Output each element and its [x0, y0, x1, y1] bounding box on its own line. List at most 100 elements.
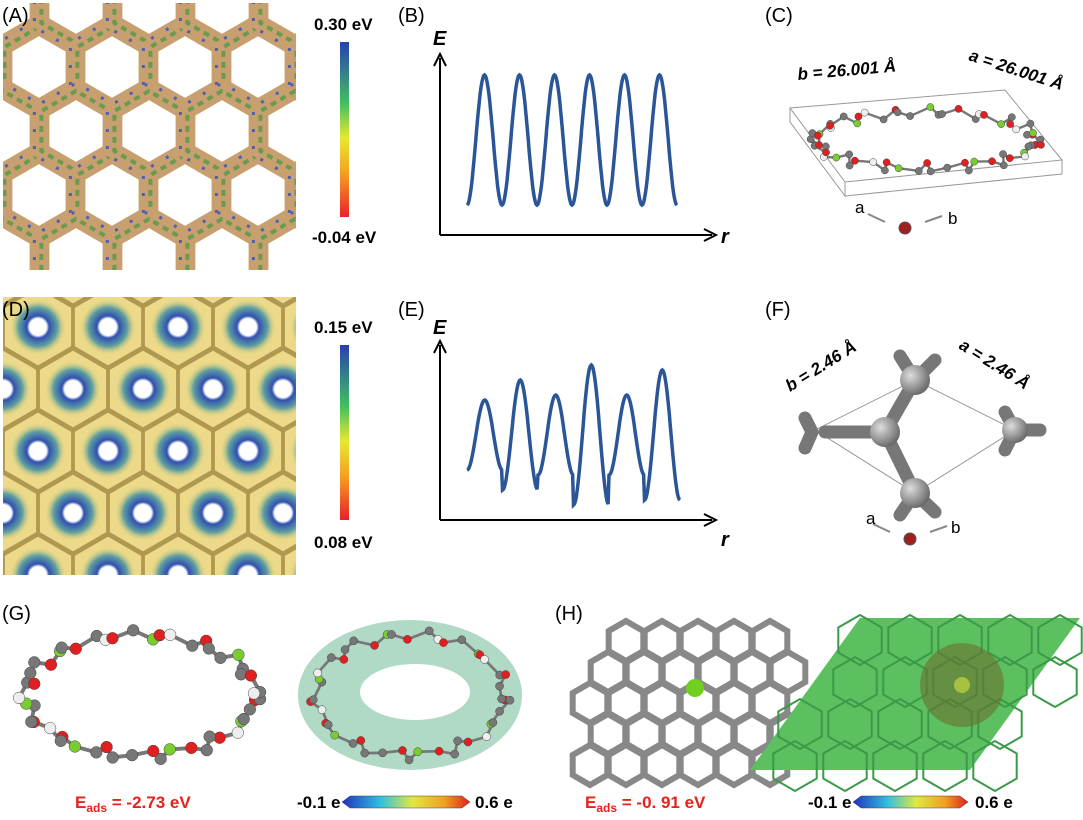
atom — [370, 641, 379, 650]
atom — [954, 105, 963, 113]
atom — [495, 681, 504, 691]
adsorption-energy: Eads = -2.73 eV — [75, 793, 191, 815]
atom — [28, 677, 41, 690]
atom — [1007, 113, 1016, 122]
atom — [1021, 152, 1029, 161]
atom — [127, 624, 140, 637]
bond — [178, 597, 247, 677]
hollow-site — [45, 361, 101, 417]
density-ring — [837, 613, 883, 667]
atom — [186, 639, 199, 652]
density-ring — [922, 739, 968, 793]
atom — [403, 635, 412, 644]
framework-map — [0, 3, 296, 270]
bond — [56, 297, 90, 307]
hollow-site — [255, 609, 311, 665]
atom — [154, 752, 167, 765]
carbon-ring — [605, 617, 647, 665]
density-ring — [1032, 655, 1078, 709]
panel-label: (H) — [555, 603, 583, 625]
molecule — [12, 624, 267, 765]
atom — [398, 746, 407, 755]
hollow-site — [185, 485, 241, 541]
hollow-site — [150, 299, 206, 355]
density-ring — [772, 739, 818, 793]
atom — [434, 746, 444, 756]
cavity — [360, 664, 470, 720]
energy-curve — [466, 362, 682, 510]
x-axis-label: r — [721, 529, 730, 551]
hollow-site — [255, 361, 296, 417]
molecule — [806, 103, 1045, 176]
atom — [845, 150, 854, 159]
hollow-site — [150, 547, 206, 575]
scale-max: 0.30 eV — [314, 15, 373, 34]
atom — [327, 653, 336, 662]
bond — [266, 297, 296, 307]
atom — [404, 755, 414, 765]
atom — [488, 718, 498, 727]
atom — [163, 743, 176, 756]
atom — [24, 666, 37, 680]
panel-label: (A) — [2, 5, 29, 27]
bond — [248, 597, 317, 677]
charge-density — [750, 618, 1080, 770]
atom — [463, 737, 473, 747]
pore-wall — [3, 39, 9, 95]
atom — [232, 648, 245, 661]
atom — [90, 746, 103, 759]
bond — [246, 347, 296, 431]
atom — [964, 166, 973, 175]
atom — [999, 161, 1008, 170]
atom — [185, 741, 198, 755]
atom — [822, 148, 830, 157]
axis-a: a — [855, 198, 865, 217]
axis-origin — [903, 532, 917, 546]
atom — [106, 751, 119, 764]
scale-max: 0.15 eV — [314, 318, 373, 337]
panel-label: (G) — [2, 603, 31, 625]
hollow-site — [220, 299, 276, 355]
lattice-a: a = 26.001 Å — [967, 46, 1066, 94]
lattice-a: a = 2.46 Å — [956, 335, 1033, 393]
hollow-site — [10, 423, 66, 479]
bond — [196, 297, 230, 307]
pore-wall — [3, 167, 9, 223]
hollow-site — [3, 485, 31, 541]
atom — [480, 655, 489, 664]
lithium-atom — [954, 677, 970, 693]
pore-wall — [252, 209, 296, 270]
carbon-ring — [749, 617, 791, 665]
density-ring — [822, 739, 868, 793]
energy-curve — [465, 72, 679, 208]
bond — [3, 429, 5, 473]
density-ring — [887, 613, 933, 667]
atom — [28, 656, 41, 669]
atom — [1006, 120, 1015, 128]
bond — [281, 545, 296, 575]
hollow-site — [290, 557, 296, 575]
atom — [1026, 119, 1035, 128]
atom — [1005, 154, 1014, 162]
atom — [970, 157, 979, 166]
atom — [25, 715, 38, 728]
atom — [914, 167, 923, 175]
atom — [147, 744, 160, 758]
pore-wall — [288, 37, 296, 97]
unit-cell — [789, 89, 1063, 198]
axis-b: b — [951, 518, 960, 537]
atom — [360, 748, 370, 758]
panel-label: (E) — [398, 299, 425, 321]
pore-detail — [294, 172, 296, 218]
lattice-b: b = 2.46 Å — [782, 337, 860, 395]
pore-detail — [0, 27, 1, 107]
atom — [317, 705, 327, 715]
y-axis-label: E — [433, 317, 447, 339]
atom — [378, 748, 387, 758]
atom — [313, 668, 322, 678]
hollow-site — [80, 423, 136, 479]
atom — [126, 749, 139, 762]
atom — [845, 161, 854, 170]
hollow-site — [10, 547, 66, 575]
atom — [247, 687, 261, 700]
